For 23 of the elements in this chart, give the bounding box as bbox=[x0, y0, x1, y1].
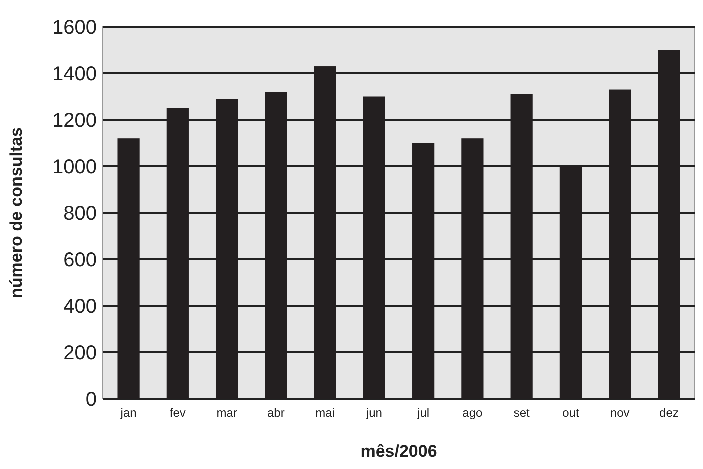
x-tick-label: fev bbox=[170, 406, 186, 420]
x-tick-label: nov bbox=[610, 406, 630, 420]
y-axis-title: número de consultas bbox=[7, 128, 26, 298]
y-tick-label: 1600 bbox=[52, 17, 97, 39]
y-tick-label: 400 bbox=[64, 296, 97, 318]
x-tick-label: mar bbox=[216, 406, 238, 420]
x-tick-label: set bbox=[514, 406, 530, 420]
y-tick-label: 1400 bbox=[52, 64, 97, 86]
y-tick-label: 800 bbox=[64, 203, 97, 225]
x-tick-label: ago bbox=[462, 406, 484, 420]
x-tick-label: abr bbox=[268, 406, 285, 420]
x-tick-label: jan bbox=[120, 406, 137, 420]
y-tick-label: 1000 bbox=[52, 156, 97, 178]
x-tick-label: dez bbox=[660, 406, 679, 420]
y-tick-label: 600 bbox=[64, 250, 97, 272]
x-axis-title: mês/2006 bbox=[360, 442, 438, 461]
x-tick-label: mai bbox=[316, 406, 335, 420]
x-tick-label: jul bbox=[416, 406, 430, 420]
y-tick-label: 0 bbox=[86, 389, 97, 411]
x-tick-label: jun bbox=[365, 406, 382, 420]
y-tick-label: 1200 bbox=[52, 110, 97, 132]
x-tick-label: out bbox=[562, 406, 580, 420]
y-tick-label: 200 bbox=[64, 342, 97, 364]
